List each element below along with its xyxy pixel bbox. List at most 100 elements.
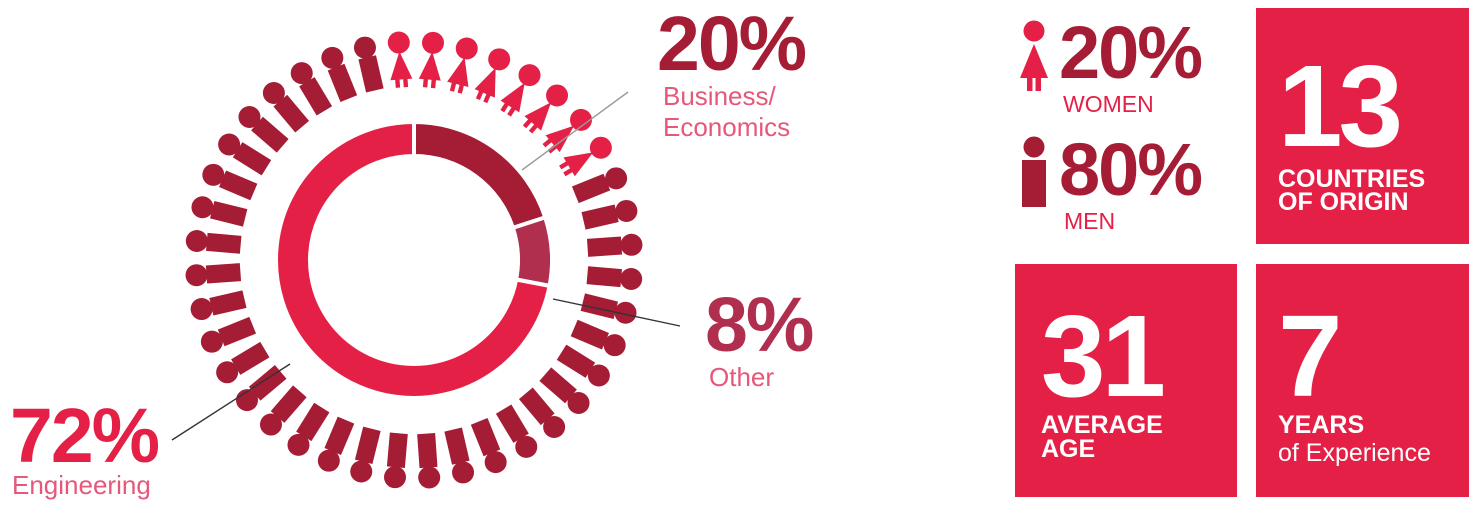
male-person-icon	[358, 55, 384, 93]
male-person-icon	[231, 341, 270, 375]
other-pct-label: 8%	[705, 282, 814, 368]
male-person-icon	[232, 142, 272, 176]
male-person-head	[350, 460, 373, 483]
male-person-icon	[219, 170, 258, 201]
male-person-head	[317, 449, 340, 472]
male-person-icon	[556, 344, 596, 378]
male-person-head	[620, 267, 643, 290]
male-person-icon	[217, 316, 257, 347]
male-person-head	[200, 330, 223, 353]
female-person-head	[387, 31, 410, 54]
male-person-icon	[586, 236, 623, 257]
male-person-icon	[324, 416, 355, 455]
female-icon	[1020, 20, 1048, 91]
other-name-label: Other	[709, 362, 775, 392]
male-person-head	[515, 435, 538, 458]
leader-line-engineering	[171, 363, 291, 441]
male-person-icon	[470, 417, 501, 457]
male-person-head	[620, 233, 643, 256]
male-person-icon	[417, 432, 438, 469]
female-person-icon	[500, 82, 525, 117]
male-person-head	[191, 196, 214, 219]
female-person-icon	[447, 57, 469, 94]
male-person-head	[452, 461, 475, 484]
male-person-head	[567, 392, 590, 415]
male-person-head	[202, 163, 225, 186]
business-pct-label: 20%	[657, 1, 807, 87]
male-person-icon	[495, 404, 529, 443]
male-person-head	[290, 62, 313, 85]
female-person-icon	[390, 51, 413, 88]
male-person-icon	[386, 432, 408, 468]
male-person-head	[615, 199, 638, 222]
countries-caption-line2: OF ORIGIN	[1278, 188, 1409, 216]
female-person-head	[421, 31, 444, 54]
male-person-icon	[209, 290, 247, 316]
male-icon	[1022, 136, 1046, 207]
male-person-head	[185, 264, 208, 287]
age-caption-line2: AGE	[1041, 435, 1096, 463]
pictogram-ring	[185, 31, 643, 489]
countries-caption-line1: COUNTRIES	[1278, 165, 1426, 193]
male-person-head	[418, 466, 441, 489]
leader-line-business	[521, 91, 629, 171]
male-person-icon	[539, 367, 577, 404]
age-caption-line1: AVERAGE	[1041, 411, 1163, 439]
male-person-icon	[251, 116, 289, 153]
male-person-icon	[581, 204, 619, 230]
male-person-head	[185, 230, 208, 253]
male-person-icon	[299, 77, 333, 116]
countries-value: 13	[1278, 41, 1403, 171]
female-person-head	[488, 48, 511, 71]
female-person-head	[455, 37, 478, 60]
male-person-head	[543, 415, 566, 438]
female-person-head	[589, 136, 612, 159]
male-person-icon	[205, 263, 242, 284]
male-person-icon	[354, 426, 381, 464]
male-person-head	[321, 46, 344, 69]
male-person-head	[218, 133, 241, 156]
leader-lines	[171, 91, 681, 441]
countries-tile: 13 COUNTRIES OF ORIGIN	[1256, 8, 1469, 244]
male-person-head	[605, 167, 628, 190]
female-person-head	[546, 84, 569, 107]
age-tile: 31 AVERAGE AGE	[1015, 264, 1237, 497]
male-person-icon	[586, 266, 622, 288]
experience-value: 7	[1278, 291, 1342, 421]
experience-tile: 7 YEARS of Experience	[1256, 264, 1469, 497]
women-label: WOMEN	[1063, 91, 1154, 117]
women-pct: 20%	[1059, 11, 1203, 94]
female-person-icon	[418, 51, 441, 89]
male-person-icon	[444, 427, 470, 465]
male-person-head	[384, 466, 407, 489]
age-value: 31	[1041, 291, 1166, 421]
male-person-head	[262, 82, 285, 105]
female-person-head	[518, 64, 541, 87]
male-person-icon	[273, 94, 310, 133]
male-person-icon	[571, 173, 611, 204]
male-person-icon	[296, 402, 330, 442]
male-person-head	[603, 334, 626, 357]
engineering-pct-label: 72%	[10, 393, 160, 479]
donut-slice-business-economics	[412, 119, 548, 231]
male-person-icon	[518, 387, 555, 426]
business-name-label-line2: Economics	[663, 112, 791, 142]
male-person-icon	[327, 63, 358, 103]
donut-pictogram-chart	[171, 31, 681, 489]
male-person-head	[238, 105, 261, 128]
female-person-icon	[522, 102, 552, 134]
male-person-head	[287, 433, 310, 456]
female-person-icon	[474, 67, 496, 104]
male-person-head	[353, 36, 376, 59]
men-pct: 80%	[1059, 128, 1203, 211]
male-person-head	[216, 361, 239, 384]
leader-line-other	[552, 298, 681, 327]
men-label: MEN	[1064, 208, 1116, 234]
female-person-icon	[542, 125, 575, 154]
engineering-name-label: Engineering	[12, 470, 151, 500]
business-name-label-line1: Business/	[663, 81, 776, 111]
donut-chart	[274, 119, 554, 400]
male-person-head	[190, 298, 213, 321]
female-person-icon	[559, 152, 594, 177]
male-person-icon	[248, 364, 287, 401]
